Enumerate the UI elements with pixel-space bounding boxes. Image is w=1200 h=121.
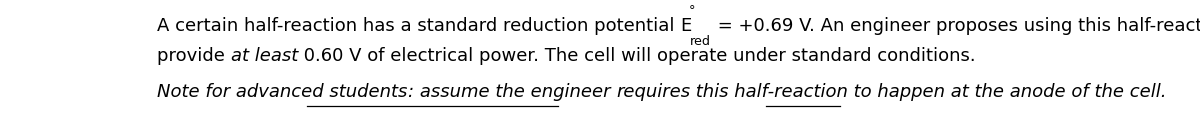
Text: E: E <box>680 17 692 35</box>
Text: °: ° <box>689 4 696 17</box>
Text: 0.60 V of electrical power. The cell will operate under standard conditions.: 0.60 V of electrical power. The cell wil… <box>299 47 976 65</box>
Text: red: red <box>690 35 712 48</box>
Text: Note for advanced students: Note for advanced students <box>157 83 408 101</box>
Text: requires: requires <box>616 83 690 101</box>
Text: provide: provide <box>157 47 232 65</box>
Text: this half-reaction to happen at the anode of the cell.: this half-reaction to happen at the anod… <box>690 83 1166 101</box>
Text: at least: at least <box>232 47 299 65</box>
Text: A certain half-reaction has a standard reduction potential: A certain half-reaction has a standard r… <box>157 17 680 35</box>
Text: : assume the engineer: : assume the engineer <box>408 83 616 101</box>
Text: = +0.69 V. An engineer proposes using this half-reaction at the anode of a galva: = +0.69 V. An engineer proposes using th… <box>712 17 1200 35</box>
